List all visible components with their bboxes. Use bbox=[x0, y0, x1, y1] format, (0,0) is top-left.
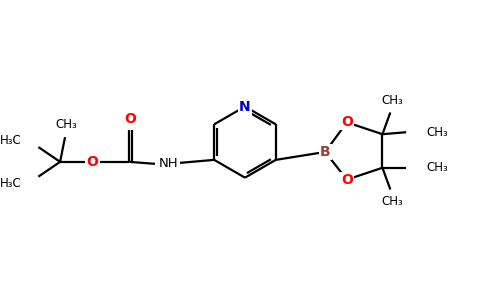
Text: H₃C: H₃C bbox=[0, 134, 22, 147]
Text: O: O bbox=[341, 115, 353, 129]
Text: O: O bbox=[124, 112, 136, 126]
Text: H₃C: H₃C bbox=[0, 177, 22, 190]
Text: O: O bbox=[86, 155, 98, 169]
Text: CH₃: CH₃ bbox=[381, 94, 403, 107]
Text: O: O bbox=[341, 172, 353, 187]
Text: N: N bbox=[239, 100, 251, 113]
Text: NH: NH bbox=[159, 157, 179, 170]
Text: CH₃: CH₃ bbox=[426, 161, 448, 174]
Text: CH₃: CH₃ bbox=[426, 126, 448, 139]
Text: CH₃: CH₃ bbox=[55, 118, 77, 131]
Text: CH₃: CH₃ bbox=[381, 195, 403, 208]
Text: B: B bbox=[320, 145, 331, 159]
